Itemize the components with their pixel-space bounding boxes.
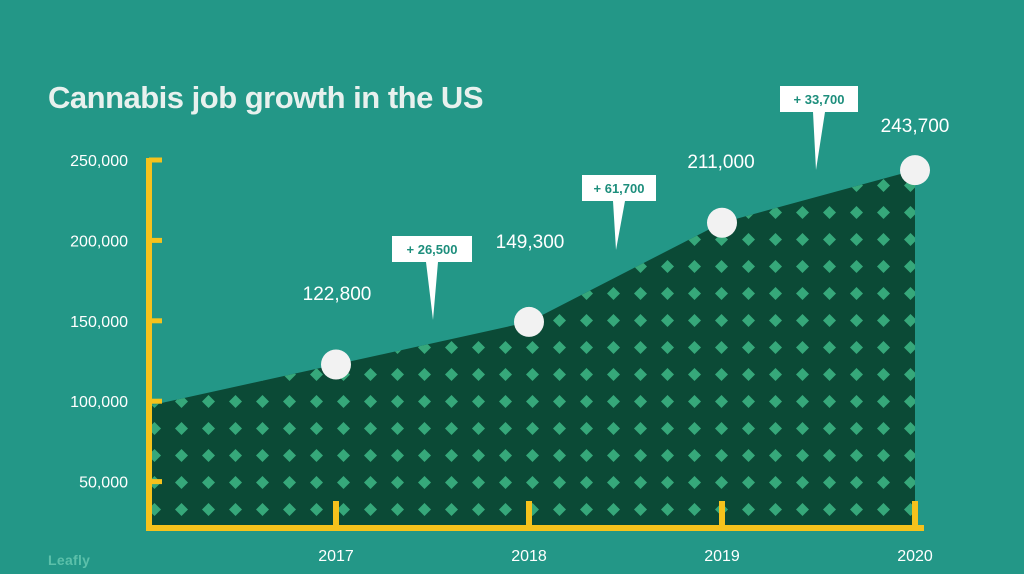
data-point <box>707 207 737 238</box>
area-pattern <box>149 170 915 528</box>
growth-callout-label: + 26,500 <box>407 242 458 257</box>
data-point <box>321 349 351 380</box>
y-tick-label: 250,000 <box>70 153 128 170</box>
brand-logo: Leafly <box>48 552 91 568</box>
axis-group: 50,000 100,000 150,000 200,000 250,000 2017 20… <box>70 153 933 565</box>
data-point <box>514 306 544 337</box>
data-point <box>900 155 930 186</box>
data-label: 243,700 <box>881 116 950 137</box>
growth-callout-label: + 61,700 <box>594 181 645 196</box>
y-tick-label: 150,000 <box>70 314 128 331</box>
x-tick-label: 2017 <box>318 548 354 565</box>
chart-title: Cannabis job growth in the US <box>48 80 484 115</box>
data-label: 122,800 <box>303 284 372 305</box>
growth-callout <box>582 175 656 250</box>
y-tick-label: 50,000 <box>79 475 128 492</box>
y-tick-label: 200,000 <box>70 233 128 250</box>
growth-callout <box>392 236 472 320</box>
growth-callout <box>780 86 858 170</box>
x-tick-label: 2019 <box>704 548 740 565</box>
data-label: 149,300 <box>496 232 565 253</box>
data-label: 211,000 <box>687 152 754 173</box>
callout-group: + 26,500 + 61,700 + 33,700 <box>392 86 858 320</box>
growth-callout-label: + 33,700 <box>794 92 845 107</box>
point-group: 122,800 149,300 211,000 243,700 <box>303 116 950 380</box>
x-tick-label: 2020 <box>897 548 933 565</box>
x-tick-label: 2018 <box>511 548 547 565</box>
y-tick-label: 100,000 <box>70 394 128 411</box>
